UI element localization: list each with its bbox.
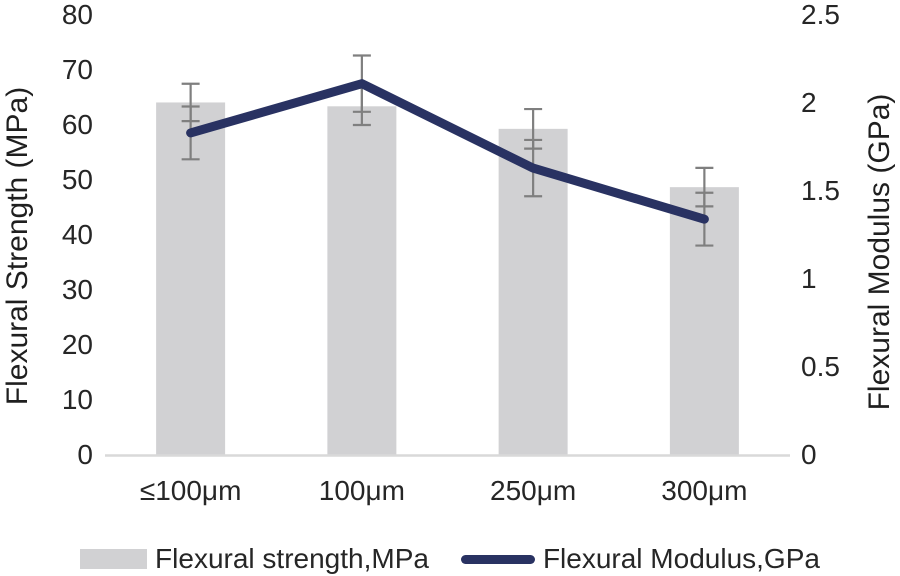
- left-axis-tick-80: 80: [61, 0, 93, 30]
- bar-series-swatch-icon: [80, 549, 148, 569]
- left-axis-tick-0: 0: [77, 439, 93, 470]
- category-label-300μm: 300μm: [661, 475, 748, 506]
- right-axis-tick-1.5: 1.5: [801, 175, 840, 206]
- legend-bar-series-label: Flexural strength,MPa: [155, 543, 429, 574]
- bar-100μm: [327, 106, 397, 456]
- right-axis-tick-0.5: 0.5: [801, 351, 840, 382]
- left-axis-tick-20: 20: [61, 329, 93, 360]
- left-axis-tick-10: 10: [61, 384, 93, 415]
- legend: Flexural strength,MPa Flexural Modulus,G…: [0, 541, 900, 576]
- category-label-≤100μm: ≤100μm: [139, 475, 242, 506]
- right-axis-tick-2: 2: [801, 87, 817, 118]
- category-label-100μm: 100μm: [318, 475, 405, 506]
- category-label-250μm: 250μm: [490, 475, 577, 506]
- right-axis-tick-1: 1: [801, 263, 817, 294]
- left-axis-tick-70: 70: [61, 54, 93, 85]
- bar-≤100μm: [156, 102, 226, 455]
- left-axis-tick-50: 50: [61, 164, 93, 195]
- legend-line-series-label: Flexural Modulus,GPa: [542, 543, 820, 574]
- right-axis-tick-0: 0: [801, 439, 817, 470]
- left-axis-tick-40: 40: [61, 219, 93, 250]
- left-axis-tick-60: 60: [61, 109, 93, 140]
- line-series-swatch-icon: [460, 554, 535, 564]
- right-axis-tick-2.5: 2.5: [801, 0, 840, 30]
- modulus-line: [186, 79, 709, 224]
- left-axis-tick-30: 30: [61, 274, 93, 305]
